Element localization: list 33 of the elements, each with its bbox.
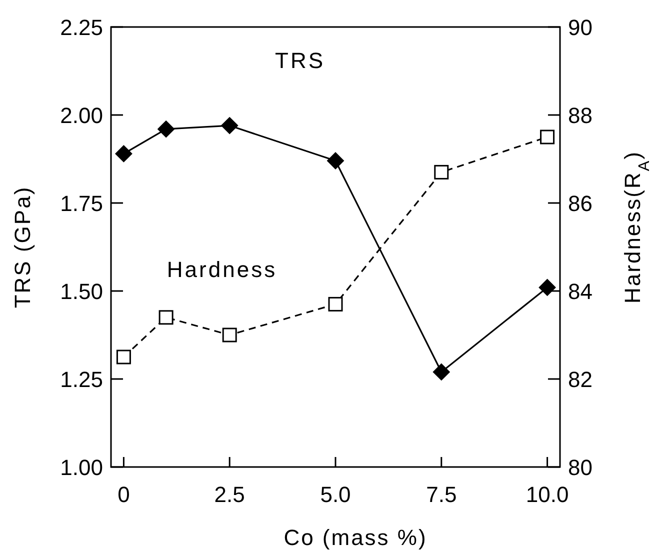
y-tick-label: 1.00 [60,455,103,480]
y-tick-label: 1.25 [60,367,103,392]
point [116,350,131,364]
point [328,296,343,312]
point [221,117,238,134]
y2-tick-label: 80 [568,455,592,480]
y-tick-label: 1.50 [60,279,103,304]
point [432,363,450,380]
y-tick-label: 2.00 [60,103,103,128]
point [115,145,132,162]
x-tick-label: 2.5 [214,482,245,507]
point [158,120,175,138]
y-axis-title: TRS (GPa) [10,186,35,308]
x-tick-label: 5.0 [320,482,351,507]
x-tick-label: 7.5 [426,482,457,507]
point [327,152,344,170]
point [538,278,556,296]
point [434,164,449,180]
series-label: Hardness [166,257,278,282]
text: TRS [275,48,325,73]
y2-tick-label: 90 [568,15,592,40]
x-tick-label: 0 [118,482,130,507]
y2-tick-label: 86 [568,191,592,216]
y-tick-label: 1.75 [60,191,103,216]
point [540,130,555,144]
point [158,310,174,325]
y2-tick-label: 82 [568,367,592,392]
x-axis-title: Co (mass %) [284,525,428,550]
x-tick-label: 10.0 [526,482,569,507]
y2-tick-label: 84 [568,279,592,304]
point [222,328,237,342]
y-tick-label: 2.25 [60,15,103,40]
y2-tick-label: 88 [568,103,592,128]
